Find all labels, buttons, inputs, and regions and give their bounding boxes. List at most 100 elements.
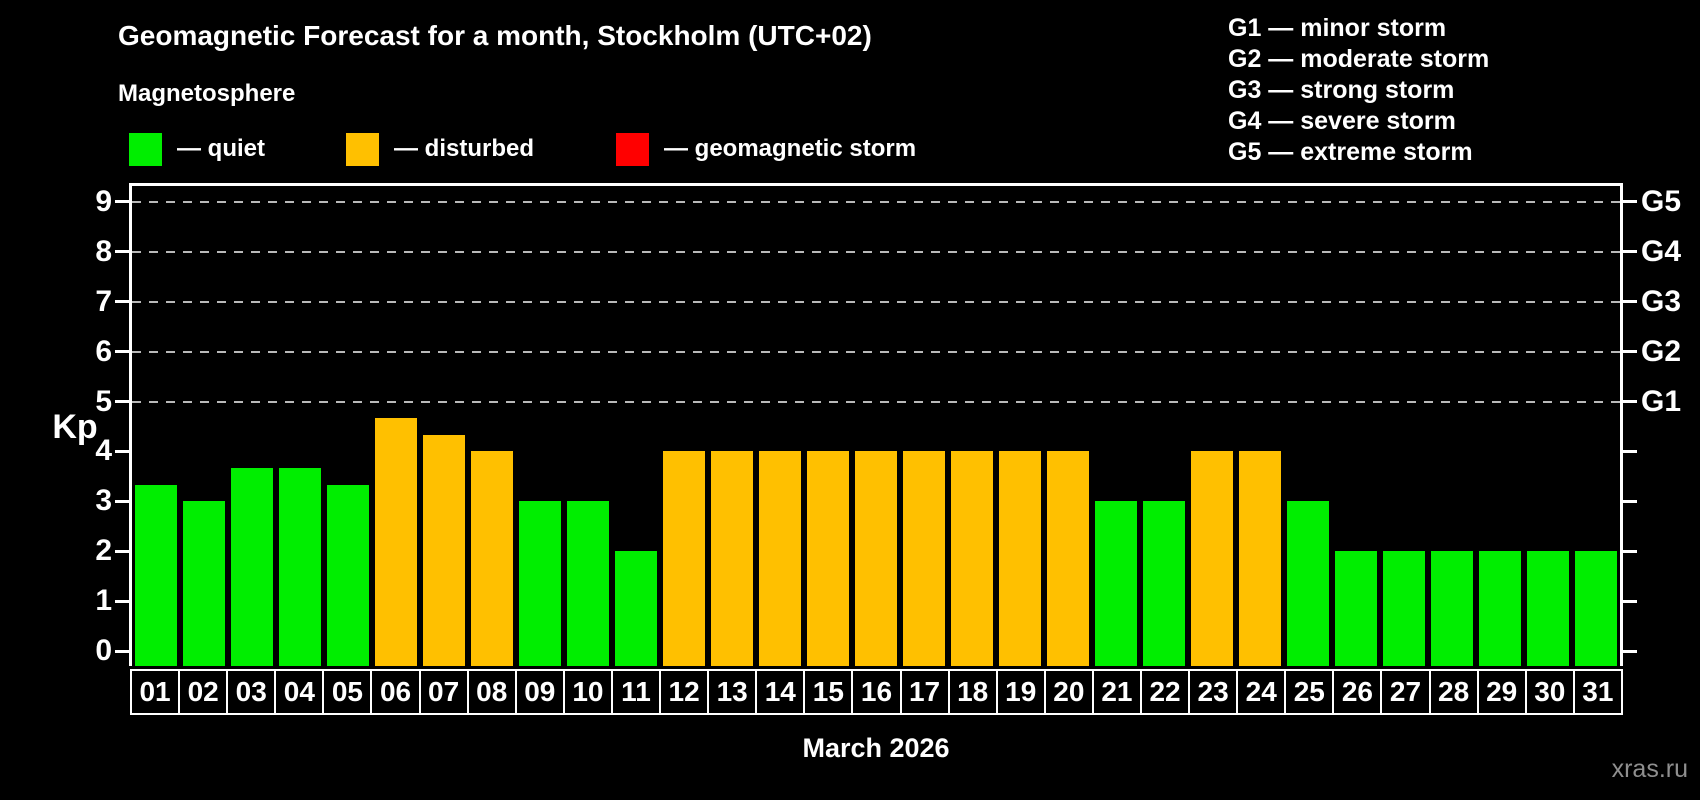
y-axis-tick-left <box>115 499 129 503</box>
y-axis-tick-right <box>1623 400 1637 403</box>
bar-day-13 <box>711 451 753 666</box>
y-axis-tick-right <box>1623 599 1637 603</box>
bar-day-28 <box>1431 551 1473 666</box>
g-level-label-g1: G1 <box>1641 384 1682 418</box>
day-cell-11: 11 <box>610 669 662 715</box>
day-cell-17: 17 <box>899 669 950 715</box>
day-cell-22: 22 <box>1139 669 1191 715</box>
bar-day-18 <box>951 451 993 666</box>
status-legend-item-storm: — geomagnetic storm <box>616 132 916 166</box>
day-cell-08: 08 <box>466 669 517 715</box>
legend-label-quiet: — quiet <box>177 135 265 162</box>
legend-swatch-storm <box>616 132 649 166</box>
day-cell-28: 28 <box>1428 669 1479 715</box>
day-cell-04: 04 <box>274 669 325 715</box>
day-cell-19: 19 <box>995 669 1046 715</box>
bar-day-22 <box>1143 501 1185 666</box>
storm-scale-item-g5: G5 — extreme storm <box>1228 138 1473 166</box>
day-cell-27: 27 <box>1380 669 1431 715</box>
month-label: March 2026 <box>802 733 950 763</box>
y-axis-tick-left <box>115 549 129 553</box>
day-cell-31: 31 <box>1572 669 1623 715</box>
g-level-label-g2: G2 <box>1641 334 1682 368</box>
y-axis-tick-left <box>115 599 129 603</box>
y-axis-tick-left <box>115 250 129 254</box>
day-cell-09: 09 <box>514 669 565 715</box>
day-cell-06: 06 <box>370 669 421 715</box>
day-cell-26: 26 <box>1332 669 1383 715</box>
gridline-kp-8 <box>132 250 1620 253</box>
day-cell-12: 12 <box>659 669 710 715</box>
watermark: xras.ru <box>1611 755 1688 783</box>
y-axis-tick-left <box>115 200 129 204</box>
storm-scale-item-g1: G1 — minor storm <box>1228 14 1447 42</box>
bar-day-29 <box>1479 551 1521 666</box>
y-axis-tick-left <box>115 400 129 403</box>
bar-day-27 <box>1383 551 1425 666</box>
subtitle-magnetosphere: Magnetosphere <box>118 80 296 107</box>
y-axis-tick-right <box>1623 549 1637 553</box>
bar-day-21 <box>1095 501 1137 666</box>
bar-day-03 <box>231 467 273 666</box>
legend-swatch-disturbed <box>346 132 379 166</box>
storm-scale-item-g3: G3 — strong storm <box>1228 76 1455 104</box>
day-cell-21: 21 <box>1091 669 1142 715</box>
day-cell-24: 24 <box>1236 669 1287 715</box>
bar-day-26 <box>1335 551 1377 666</box>
bar-day-12 <box>663 451 705 666</box>
bar-day-05 <box>327 484 369 666</box>
bar-day-19 <box>999 451 1041 666</box>
plot-area <box>129 183 1623 666</box>
y-axis-tick-label: 5 <box>95 384 112 418</box>
bar-day-11 <box>615 551 657 666</box>
y-axis-tick-right <box>1623 200 1637 204</box>
y-axis-tick-label: 6 <box>95 334 112 368</box>
y-axis-tick-left <box>115 350 129 354</box>
bar-day-25 <box>1287 501 1329 666</box>
y-axis-tick-right <box>1623 350 1637 354</box>
bar-day-20 <box>1047 451 1089 666</box>
y-axis-tick-left <box>115 449 129 453</box>
day-cell-14: 14 <box>755 669 806 715</box>
g-level-label-g5: G5 <box>1641 184 1682 218</box>
x-axis-day-row: 01 02 03 04 05 06 07 08 09 10 11 12 13 14 15 16 17 18 19 20… <box>130 669 1623 715</box>
day-cell-10: 10 <box>562 669 613 715</box>
y-axis-tick-left <box>115 649 129 653</box>
legend-label-storm: — geomagnetic storm <box>664 135 917 162</box>
gridline-kp-7 <box>132 300 1620 303</box>
bar-day-24 <box>1239 451 1281 666</box>
bar-day-08 <box>471 451 513 666</box>
storm-scale-item-g2: G2 — moderate storm <box>1228 45 1490 73</box>
y-axis-tick-label: 9 <box>95 184 112 218</box>
y-axis-tick-label: 2 <box>95 534 112 568</box>
bar-day-01 <box>135 484 177 666</box>
status-legend-item-disturbed: — disturbed <box>346 132 534 166</box>
day-cell-30: 30 <box>1524 669 1575 715</box>
y-axis-tick-right <box>1623 449 1637 453</box>
y-axis-tick-label: 1 <box>95 584 112 618</box>
day-cell-23: 23 <box>1188 669 1239 715</box>
y-axis-tick-right <box>1623 300 1637 304</box>
y-axis-tick-label: 7 <box>95 284 112 318</box>
status-legend-item-quiet: — quiet <box>129 132 265 166</box>
day-cell-01: 01 <box>130 669 181 715</box>
bar-day-17 <box>903 451 945 666</box>
page-title: Geomagnetic Forecast for a month, Stockh… <box>118 20 872 51</box>
gridline-kp-6 <box>132 350 1620 353</box>
bar-day-16 <box>855 451 897 666</box>
bar-day-06 <box>375 417 417 666</box>
y-axis-tick-label: 0 <box>95 634 112 667</box>
day-cell-13: 13 <box>707 669 758 715</box>
bar-day-10 <box>567 501 609 666</box>
y-axis-tick-right <box>1623 649 1637 653</box>
y-axis-tick-left <box>115 300 129 304</box>
day-cell-16: 16 <box>851 669 902 715</box>
g-level-label-g3: G3 <box>1641 284 1682 318</box>
day-cell-02: 02 <box>178 669 229 715</box>
gridline-kp-9 <box>132 200 1620 203</box>
bar-day-09 <box>519 501 561 666</box>
y-axis-tick-right <box>1623 499 1637 503</box>
bar-day-07 <box>423 434 465 666</box>
bar-day-02 <box>183 501 225 666</box>
